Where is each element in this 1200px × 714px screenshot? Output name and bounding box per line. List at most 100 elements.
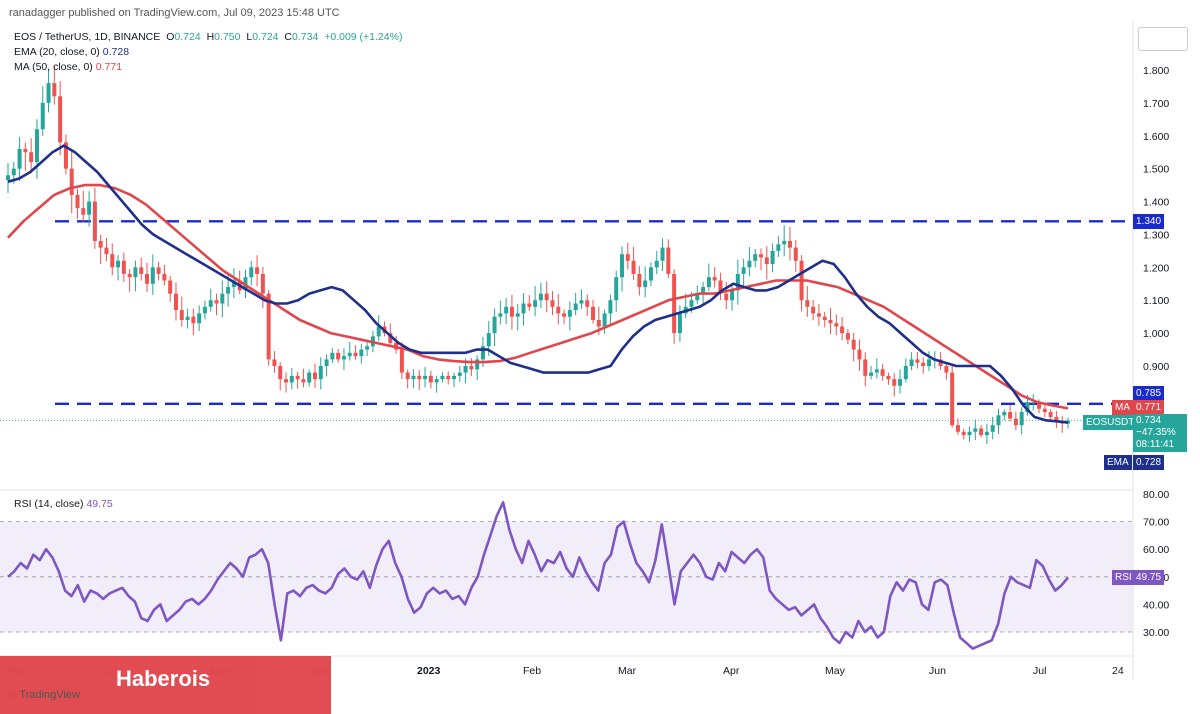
candle-body [214, 300, 219, 304]
rsi-tick-label: 40.00 [1143, 599, 1169, 611]
candle-body [614, 277, 619, 301]
rsi-tick-label: 30.00 [1143, 627, 1169, 639]
candle-body [423, 375, 428, 380]
candle-body [764, 257, 769, 265]
ohlc-change: +0.009 (+1.24%) [324, 31, 403, 43]
candle-body [591, 306, 596, 320]
candle-body [289, 375, 294, 383]
candle-body [475, 359, 480, 370]
ema-tag-value: 0.728 [1133, 455, 1165, 470]
time-tick-label: Feb [523, 665, 541, 677]
candle-body [34, 129, 39, 163]
candle-body [46, 83, 51, 103]
candle-body [915, 359, 920, 363]
candle-body [677, 313, 682, 334]
candle-body [533, 300, 538, 307]
ma-50-line [7, 183, 1069, 410]
candle-body [759, 254, 764, 258]
candle-body [712, 277, 717, 281]
candle-body [399, 349, 404, 373]
candle-body [741, 267, 746, 274]
candle-body [110, 254, 115, 268]
ma-legend-label: MA (50, close, 0) [14, 61, 93, 73]
scale-settings-button[interactable] [1138, 27, 1188, 51]
ohlc-open-label: O [166, 31, 175, 43]
candle-body [701, 287, 706, 294]
candle-body [672, 273, 677, 334]
candle-body [585, 300, 590, 307]
candle-body [312, 372, 317, 380]
candle-body [428, 375, 433, 383]
candle-body [11, 168, 16, 176]
candle-body [452, 375, 457, 380]
candle-body [695, 293, 700, 301]
candle-body [886, 375, 891, 380]
candle-body [521, 303, 526, 314]
candle-body [961, 431, 966, 436]
candle-body [145, 273, 150, 284]
ohlc-low: 0.724 [252, 31, 279, 43]
symbol-legend: EOS / TetherUS, 1D, BINANCE O0.724 H0.75… [14, 31, 405, 43]
candle-body [509, 306, 514, 317]
candle-body [121, 260, 126, 274]
price-tick-label: 1.200 [1143, 262, 1169, 274]
candle-body [318, 366, 323, 380]
candle-body [87, 201, 92, 215]
candle-body [133, 267, 138, 278]
candle-body [23, 148, 28, 153]
price-tag: 0.734 −47.35% 08:11:41 [1133, 414, 1187, 452]
time-tick-label: Jun [929, 665, 946, 677]
candle-body [857, 349, 862, 360]
time-tick-label: Apr [723, 665, 740, 677]
candle-body [869, 372, 874, 376]
candle-body [40, 102, 45, 130]
tv-logo-icon: ▰ [8, 689, 17, 701]
candle-body [822, 316, 827, 320]
candle-body [1037, 402, 1042, 409]
candle-body [197, 313, 202, 324]
candle-body [284, 379, 289, 383]
ema-legend-label: EMA (20, close, 0) [14, 46, 100, 58]
candle-body [480, 346, 485, 360]
candle-body [69, 168, 74, 195]
candle-body [52, 83, 57, 97]
candle-body [689, 300, 694, 307]
price-tick-label: 1.400 [1143, 197, 1169, 209]
candle-body [776, 244, 781, 251]
candle-body [92, 201, 97, 242]
candle-body [1025, 402, 1030, 413]
price-tick-label: 1.600 [1143, 131, 1169, 143]
candle-body [498, 313, 503, 317]
candle-body [643, 280, 648, 288]
price-tag-value: 0.734 [1136, 415, 1162, 426]
candle-body [440, 375, 445, 380]
candle-body [208, 300, 213, 307]
symbol-title: EOS / TetherUS, 1D, BINANCE [14, 31, 161, 43]
candle-body [608, 300, 613, 314]
rsi-tick-label: 70.00 [1143, 517, 1169, 529]
candle-body [903, 366, 908, 380]
ohlc-close-label: C [284, 31, 293, 43]
candle-body [648, 267, 653, 281]
candle-body [104, 247, 109, 255]
candle-body [307, 372, 312, 383]
candle-body [544, 293, 549, 301]
candle-body [926, 359, 931, 366]
candle-body [793, 247, 798, 261]
candle-body [892, 379, 897, 386]
candle-body [75, 194, 80, 209]
candle-body [747, 260, 752, 268]
candle-body [834, 323, 839, 327]
watermark-banner: Haberois [0, 656, 331, 714]
symbol-tag: EOSUSDT [1083, 415, 1138, 430]
candle-body [550, 300, 555, 307]
candle-body [469, 366, 474, 370]
candle-body [202, 306, 207, 314]
ohlc-high-label: H [206, 31, 215, 43]
candle-body [990, 425, 995, 432]
time-tick-label: May [825, 665, 846, 677]
candle-body [950, 372, 955, 426]
ema-20-line [7, 144, 1069, 424]
